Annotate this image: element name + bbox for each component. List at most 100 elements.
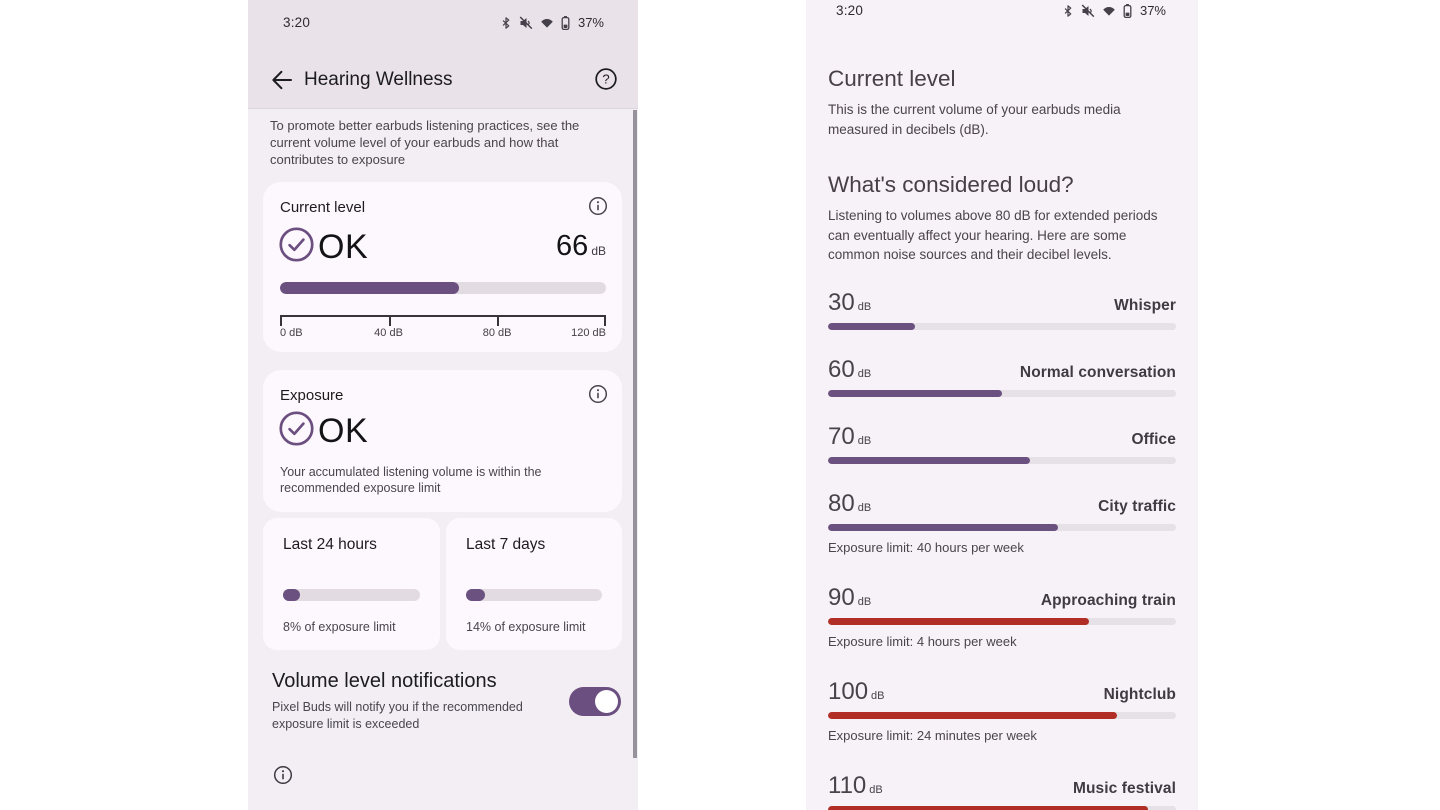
db-value: 90 — [828, 583, 855, 611]
last-24-hours-bar-track — [283, 589, 420, 601]
clock: 3:20 — [283, 15, 311, 30]
battery-icon — [561, 15, 570, 30]
left-header-bar — [248, 0, 638, 109]
current-level-bar-track — [280, 282, 606, 294]
last-7-days-card: Last 7 days 14% of exposure limit — [446, 518, 622, 650]
noise-bar-fill — [828, 523, 1058, 531]
check-circle-icon — [278, 226, 315, 268]
last-24-hours-card: Last 24 hours 8% of exposure limit — [263, 518, 440, 650]
left-status-bar: 3:20 37% — [248, 0, 638, 46]
exposure-limit-caption: Exposure limit: 4 hours per week — [828, 633, 1017, 649]
intro-text: To promote better earbuds listening prac… — [270, 118, 580, 167]
volume-notifications-title: Volume level notifications — [272, 670, 497, 692]
db-unit: dB — [857, 434, 872, 447]
tick-120 — [604, 317, 606, 326]
current-level-value: 66 dB — [556, 230, 606, 263]
db-scale-ruler — [280, 315, 606, 326]
current-level-db: 66 — [556, 230, 589, 262]
volume-notifications-description: Pixel Buds will notify you if the recomm… — [272, 700, 523, 731]
tick-40 — [388, 317, 391, 326]
noise-row-approaching-train: 90 dB Approaching train Exposure limit: 4… — [828, 584, 1176, 652]
status-icon-cluster: 37% — [1062, 3, 1166, 18]
last-7-days-title: Last 7 days — [466, 536, 546, 553]
info-icon[interactable] — [588, 384, 608, 404]
db-value: 60 — [828, 355, 855, 383]
last-24-hours-caption: 8% of exposure limit — [283, 620, 396, 634]
noise-level-list: 30 dB Whisper 60 dB Normal conversation 70… — [828, 289, 1176, 810]
section-body-whats-loud: Listening to volumes above 80 dB for ext… — [828, 208, 1158, 262]
exposure-description: Your accumulated listening volume is wit… — [280, 465, 542, 495]
section-body-current-level: This is the current volume of your earbu… — [828, 102, 1121, 137]
db-value: 100 — [828, 677, 869, 705]
toggle-thumb — [595, 690, 618, 713]
db-value: 70 — [828, 422, 855, 450]
back-arrow-icon[interactable] — [270, 68, 294, 92]
noise-bar-fill — [828, 322, 915, 330]
scale-label-0: 0 dB — [280, 327, 303, 339]
last-7-days-bar-track — [466, 589, 602, 601]
noise-bar-track — [828, 711, 1176, 719]
last-24-hours-bar-fill — [283, 589, 300, 601]
wifi-icon — [540, 17, 554, 28]
volume-notifications-toggle[interactable] — [569, 687, 621, 716]
noise-row-city-traffic: 80 dB City traffic Exposure limit: 40 hou… — [828, 490, 1176, 558]
status-icon-cluster: 37% — [500, 15, 604, 30]
battery-percent: 37% — [1139, 3, 1166, 18]
noise-bar-fill — [828, 456, 1030, 464]
section-title-current-level: Current level — [828, 66, 956, 91]
noise-row-office: 70 dB Office — [828, 423, 1176, 464]
clock: 3:20 — [836, 3, 864, 18]
section-title-whats-loud: What's considered loud? — [828, 172, 1074, 197]
current-level-card: Current level OK 66 dB 0 dB 40 dB — [263, 182, 622, 352]
exposure-card: Exposure OK Your accumulated listening v… — [263, 370, 622, 512]
bluetooth-icon — [1062, 4, 1074, 18]
noise-bar-track — [828, 322, 1176, 330]
scrollbar-thumb[interactable] — [633, 110, 637, 758]
last-24-hours-title: Last 24 hours — [283, 536, 377, 553]
page-title: Hearing Wellness — [304, 69, 453, 90]
help-icon[interactable]: ? — [594, 67, 618, 91]
noise-source-label: Approaching train — [1040, 591, 1176, 609]
scale-label-40: 40 dB — [374, 327, 403, 339]
check-circle-icon — [278, 410, 315, 452]
noise-source-label: City traffic — [1098, 497, 1176, 515]
noise-bar-track — [828, 456, 1176, 464]
help-sheet-content: Current level This is the current volume… — [828, 64, 1176, 810]
battery-percent: 37% — [577, 15, 604, 30]
footer-info-icon[interactable] — [273, 765, 293, 785]
noise-bar-track — [828, 805, 1176, 810]
noise-source-label: Office — [1131, 430, 1176, 448]
scale-label-120: 120 dB — [571, 327, 606, 339]
db-unit: dB — [857, 300, 872, 313]
exposure-limit-caption: Exposure limit: 40 hours per week — [828, 539, 1024, 555]
db-unit: dB — [871, 689, 885, 702]
current-level-bar-fill — [280, 282, 460, 294]
tick-80 — [497, 317, 500, 326]
right-status-bar: 3:20 37% — [806, 0, 1198, 46]
noise-row-whisper: 30 dB Whisper — [828, 289, 1176, 330]
tick-0 — [280, 317, 282, 326]
exposure-title: Exposure — [280, 387, 344, 404]
noise-bar-track — [828, 389, 1176, 397]
db-value: 110 — [828, 771, 867, 799]
db-unit: dB — [857, 501, 872, 514]
noise-bar-fill — [828, 805, 1149, 810]
bluetooth-icon — [500, 16, 512, 30]
db-unit: dB — [857, 367, 872, 380]
info-icon[interactable] — [588, 196, 608, 216]
sound-muted-icon — [519, 15, 533, 30]
last-7-days-bar-fill — [466, 589, 486, 601]
wifi-icon — [1102, 5, 1116, 16]
current-level-status-row: OK — [278, 226, 368, 268]
left-phone-screen: 3:20 37% Hearing Wellness ? To promote b… — [248, 0, 638, 810]
noise-bar-track — [828, 617, 1176, 625]
db-unit: dB — [857, 595, 872, 608]
current-level-title: Current level — [280, 199, 366, 216]
current-level-status: OK — [318, 227, 369, 266]
noise-source-label: Nightclub — [1103, 685, 1176, 703]
db-scale-labels: 0 dB 40 dB 80 dB 120 dB — [280, 327, 606, 341]
noise-bar-fill — [828, 389, 1002, 397]
exposure-status: OK — [318, 411, 369, 450]
current-level-db-unit: dB — [591, 244, 606, 258]
